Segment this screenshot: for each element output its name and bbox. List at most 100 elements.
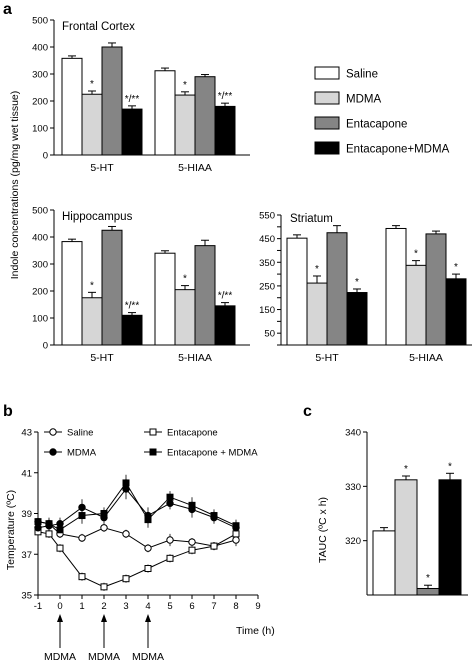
data-point-entacapone-mdma	[144, 516, 152, 524]
y-tick-label: 200	[32, 287, 48, 298]
data-point-entacapone	[122, 575, 130, 583]
legend-label-saline: Saline	[67, 428, 93, 439]
frontal-cortex-title: Frontal Cortex	[62, 21, 135, 33]
data-point-mdma	[166, 499, 174, 508]
significance-mark: *	[183, 274, 187, 285]
data-point-mdma	[78, 503, 86, 512]
significance-mark: *	[90, 280, 94, 291]
bar-entacapone-mdma-5-hiaa	[214, 105, 236, 156]
bar-saline	[372, 530, 396, 596]
y-tick-label: 330	[345, 482, 361, 493]
line-legend: Saline Entacapone MDMA Entacapone + MDMA	[44, 428, 258, 459]
y-tick-label: 350	[259, 258, 275, 269]
legend-swatch-saline	[314, 66, 340, 80]
data-point-entacapone	[210, 542, 218, 550]
data-point-entacapone-mdma	[78, 512, 86, 520]
significance-mark: *	[183, 80, 187, 91]
legend-marker-entacapone-mdma	[149, 448, 157, 456]
y-tick-label: 37	[21, 550, 32, 561]
category-label-5-hiaa: 5-HIAA	[409, 352, 443, 364]
dose-arrow-head	[57, 614, 63, 622]
significance-mark: *	[404, 464, 408, 475]
y-tick-label: 43	[21, 428, 32, 439]
bar-entacapone-5-ht	[326, 232, 348, 346]
significance-mark: */**	[125, 94, 140, 105]
data-point-entacapone	[232, 530, 240, 538]
data-point-saline	[166, 536, 174, 544]
bar-saline-5-ht	[61, 57, 83, 156]
bar-entacapone-5-ht	[101, 229, 123, 346]
y-tick-label: 35	[21, 591, 32, 602]
data-point-saline	[100, 524, 108, 532]
significance-mark: *	[315, 264, 319, 275]
x-tick-label: 7	[211, 601, 216, 612]
bar-saline-5-hiaa	[154, 70, 176, 156]
dose-arrow-label: MDMA	[44, 651, 76, 660]
panel-label-c: c	[303, 403, 312, 420]
legend-marker-saline	[49, 428, 57, 436]
x-tick-label: 1	[79, 601, 84, 612]
data-point-saline	[78, 534, 86, 542]
y-tick-label: 150	[259, 305, 275, 316]
legend-marker-mdma	[49, 448, 57, 456]
legend-swatch-entacapone	[314, 116, 340, 130]
x-tick-label: 3	[123, 601, 128, 612]
x-tick-label: 4	[145, 601, 150, 612]
striatum-title: Striatum	[290, 213, 333, 225]
y-tick-label: 250	[259, 281, 275, 292]
shared-y-axis-title: Indole concentrations (pg/mg wet tissue)	[9, 91, 21, 280]
y-tick-label: 0	[43, 151, 48, 162]
hippocampus-title: Hippocampus	[62, 211, 133, 223]
data-point-entacapone	[56, 544, 64, 552]
bar-entacapone-mdma	[438, 479, 462, 596]
bar-saline-5-hiaa	[385, 227, 407, 346]
y-tick-label: 500	[32, 206, 48, 217]
y-tick-label: 41	[21, 468, 32, 479]
data-point-entacapone	[78, 573, 86, 581]
data-point-entacapone	[144, 565, 152, 573]
y-tick-label: 0	[43, 341, 48, 352]
data-point-entacapone	[166, 554, 174, 562]
data-point-entacapone-mdma	[122, 479, 130, 487]
y-tick-label: 50	[264, 329, 275, 340]
striatum-chart: Striatum 50 150 250 350 450 550 5-HT * * 5-HIAA * *	[259, 211, 472, 364]
x-tick-label: 9	[255, 601, 260, 612]
data-point-saline	[232, 536, 240, 544]
category-label-5-hiaa: 5-HIAA	[178, 352, 212, 364]
x-tick-label: 2	[101, 601, 106, 612]
series-line-entacapone-mdma	[37, 481, 237, 531]
bar-entacapone-5-hiaa	[425, 233, 447, 346]
category-label-5-ht: 5-HT	[315, 352, 339, 364]
bar-mdma-5-hiaa	[405, 264, 427, 346]
bar-mdma-5-ht	[81, 297, 103, 346]
bar-entacapone	[416, 587, 440, 596]
data-point-entacapone-mdma	[34, 518, 42, 526]
x-tick-label: -1	[34, 601, 42, 612]
dose-arrow-label: MDMA	[88, 651, 120, 660]
bar-mdma-5-hiaa	[174, 289, 196, 346]
bar-mdma	[394, 479, 418, 596]
tauc-chart: TAUC (ºC x h) 320 330 340 * * *	[317, 428, 468, 596]
data-point-entacapone-mdma	[210, 512, 218, 520]
bar-entacapone-mdma-5-ht	[346, 292, 368, 346]
significance-mark: *	[90, 79, 94, 90]
significance-mark: */**	[125, 301, 140, 312]
panel-label-b: b	[3, 403, 13, 420]
significance-mark: *	[355, 277, 359, 288]
significance-mark: *	[448, 461, 452, 472]
bar-entacapone-mdma-5-hiaa	[214, 305, 236, 346]
data-point-mdma	[122, 485, 130, 493]
x-tick-label: 8	[233, 601, 238, 612]
data-point-entacapone	[45, 530, 53, 538]
legend-label-entacapone-mdma: Entacapone+MDMA	[346, 144, 450, 156]
dose-arrow-head	[145, 614, 151, 622]
data-point-mdma	[56, 519, 64, 528]
category-label-5-ht: 5-HT	[90, 352, 114, 364]
data-point-entacapone-mdma	[166, 493, 174, 501]
y-tick-label: 400	[32, 233, 48, 244]
significance-mark: */**	[218, 91, 233, 102]
legend-label-mdma: MDMA	[346, 94, 381, 106]
y-tick-label: 500	[32, 16, 48, 27]
frontal-cortex-chart: Frontal Cortex 0 100 200 300 400 500 5-HT * */**…	[32, 16, 250, 174]
significance-mark: *	[414, 249, 418, 260]
